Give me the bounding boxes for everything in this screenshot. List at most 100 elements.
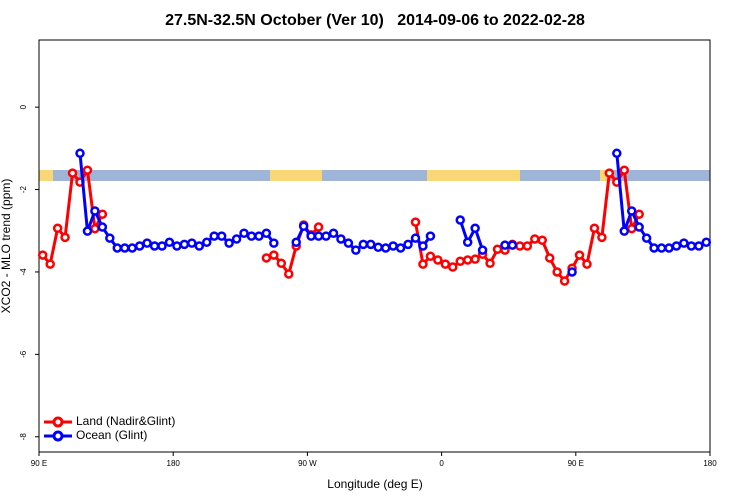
land-sea-strip	[39, 170, 710, 181]
data-point	[209, 231, 219, 241]
data-point	[164, 237, 175, 248]
data-point	[358, 239, 369, 250]
data-point	[619, 226, 630, 236]
data-point	[52, 223, 63, 234]
y-tick-label: -8	[19, 433, 28, 441]
data-point	[410, 233, 421, 243]
data-point	[619, 165, 630, 175]
data-point	[37, 250, 48, 260]
data-point	[239, 228, 249, 238]
legend-label: Land (Nadir&Glint)	[76, 414, 175, 428]
data-point	[261, 228, 272, 238]
data-point	[90, 206, 100, 216]
data-point	[418, 241, 428, 251]
data-point	[485, 258, 495, 269]
legend-label: Ocean (Glint)	[76, 428, 147, 442]
data-point	[552, 267, 562, 277]
data-point	[306, 231, 316, 241]
data-point	[626, 206, 637, 216]
data-point	[559, 276, 570, 286]
data-point	[105, 233, 115, 243]
data-point	[172, 241, 182, 251]
data-point	[455, 215, 465, 225]
data-point	[246, 231, 257, 241]
data-point	[336, 234, 346, 244]
data-point	[216, 231, 227, 241]
data-point	[649, 243, 659, 253]
data-point	[462, 255, 473, 265]
data-point	[157, 241, 167, 251]
legend: Land (Nadir&Glint) Ocean (Glint)	[44, 414, 175, 442]
data-point	[298, 221, 309, 231]
data-point	[328, 228, 339, 238]
data-point	[589, 223, 600, 234]
data-point	[261, 253, 272, 263]
data-point	[455, 256, 465, 266]
data-point	[313, 231, 324, 241]
data-point	[149, 241, 160, 251]
data-point	[60, 232, 70, 243]
data-point	[194, 241, 205, 251]
data-point	[544, 253, 555, 263]
data-point	[433, 255, 443, 265]
data-point	[425, 231, 436, 241]
data-point	[612, 148, 622, 159]
data-point	[112, 243, 123, 253]
data-point	[470, 254, 480, 264]
data-point	[97, 222, 108, 232]
x-tick-label: 180	[167, 459, 181, 468]
data-point	[515, 241, 525, 251]
data-point	[679, 238, 689, 248]
data-point	[231, 234, 242, 244]
data-point	[291, 237, 301, 248]
y-tick-label: -4	[19, 268, 28, 276]
data-point	[597, 232, 607, 243]
x-axis-label: Longitude (deg E)	[327, 477, 422, 491]
data-point	[410, 217, 421, 227]
data-point	[134, 241, 145, 251]
data-point	[701, 237, 712, 248]
data-point	[448, 262, 458, 272]
data-point	[373, 242, 383, 252]
series-line	[41, 165, 641, 284]
data-point	[694, 241, 704, 251]
data-point	[664, 243, 674, 253]
data-point	[418, 259, 428, 269]
data-point	[440, 259, 451, 269]
x-tick-label: 90 W	[298, 459, 317, 468]
data-point	[142, 238, 152, 248]
y-tick-label: 0	[19, 104, 28, 109]
data-point	[179, 239, 190, 250]
data-point	[90, 223, 100, 234]
y-tick-label: -2	[19, 185, 28, 193]
x-tick-label: 0	[439, 459, 444, 468]
data-point	[492, 244, 503, 255]
data-point	[351, 245, 361, 255]
data-point	[462, 237, 473, 248]
x-tick-label: 180	[703, 459, 717, 468]
data-point	[276, 258, 287, 269]
data-point	[380, 243, 391, 253]
data-point	[366, 239, 376, 250]
data-point	[470, 223, 480, 234]
data-point	[343, 238, 354, 248]
data-point	[313, 222, 324, 232]
data-point	[75, 148, 85, 159]
data-point	[656, 243, 667, 253]
data-point	[425, 251, 436, 262]
data-point	[567, 267, 577, 277]
data-point	[634, 222, 644, 232]
data-point	[224, 238, 234, 248]
x-tick-label: 90 E	[568, 459, 584, 468]
data-point	[671, 241, 682, 251]
data-point	[269, 238, 279, 248]
data-point	[388, 241, 398, 251]
data-point	[254, 231, 264, 241]
data-point	[284, 269, 294, 279]
data-point	[187, 238, 197, 248]
data-point	[82, 226, 93, 236]
y-axis-label: XCO2 - MLO trend (ppm)	[0, 179, 13, 314]
data-point	[507, 240, 518, 250]
data-point	[119, 243, 130, 253]
